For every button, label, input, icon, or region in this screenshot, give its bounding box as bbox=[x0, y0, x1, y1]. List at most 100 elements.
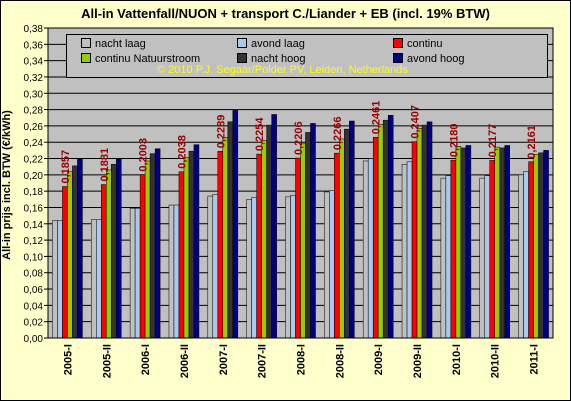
data-label: 0,2003 bbox=[138, 138, 150, 172]
bar bbox=[324, 191, 330, 339]
data-label: 0,2461 bbox=[371, 101, 383, 135]
bar bbox=[116, 158, 122, 339]
x-tick-label: 2008-II bbox=[334, 344, 346, 378]
bars bbox=[52, 110, 549, 339]
bar bbox=[149, 153, 156, 339]
y-tick-label: 0,26 bbox=[24, 122, 44, 133]
data-labels: 0,1857 0,1881 0,2003 0,2038 0,2289 0,2254 0,22… bbox=[60, 101, 538, 184]
bar bbox=[349, 120, 355, 339]
bar bbox=[256, 153, 262, 339]
bar bbox=[538, 152, 544, 339]
y-tick-label: 0,28 bbox=[24, 106, 44, 117]
bar bbox=[154, 148, 161, 339]
bar bbox=[212, 194, 219, 339]
y-tick-label: 0,20 bbox=[24, 171, 44, 182]
data-label: 0,2206 bbox=[293, 121, 305, 155]
bar bbox=[134, 208, 141, 339]
data-label: 0,2407 bbox=[410, 105, 422, 139]
legend-swatch bbox=[237, 53, 247, 64]
legend-swatch bbox=[81, 53, 91, 64]
y-tick-label: 0,30 bbox=[24, 89, 44, 100]
x-tick-label: 2005-I bbox=[62, 344, 74, 375]
legend-swatch bbox=[393, 38, 403, 49]
bar bbox=[129, 208, 136, 339]
bar bbox=[455, 146, 462, 339]
bar bbox=[450, 159, 457, 339]
y-tick-label: 0,04 bbox=[24, 301, 44, 312]
legend-label: continu Natuurstroom bbox=[95, 53, 201, 65]
bar bbox=[445, 175, 452, 339]
bar bbox=[372, 136, 379, 339]
bar bbox=[300, 143, 306, 339]
y-tick-label: 0,12 bbox=[24, 236, 44, 247]
legend-swatch bbox=[81, 38, 91, 49]
bar bbox=[421, 124, 428, 339]
bar bbox=[72, 165, 78, 339]
legend-label: continu bbox=[407, 38, 443, 50]
y-tick-label: 0,14 bbox=[24, 220, 44, 231]
bar bbox=[310, 123, 316, 339]
legend-item: avond laag bbox=[237, 38, 305, 51]
bar bbox=[426, 121, 433, 339]
data-label: 0,1857 bbox=[60, 150, 72, 184]
bar bbox=[523, 171, 529, 339]
legend: nacht laag avond laag continu continu Natuu… bbox=[66, 34, 548, 78]
bar bbox=[178, 171, 185, 339]
bar bbox=[106, 169, 112, 339]
bar bbox=[479, 177, 485, 339]
legend-item: continu Natuurstroom bbox=[81, 53, 200, 66]
legend-label: nacht hoog bbox=[251, 53, 306, 65]
bar bbox=[465, 145, 472, 339]
legend-item: continu bbox=[393, 38, 442, 51]
legend-label: avond laag bbox=[251, 38, 305, 50]
bar bbox=[440, 177, 447, 339]
bar bbox=[329, 190, 335, 339]
data-label: 0,2180 bbox=[448, 124, 460, 158]
bar bbox=[504, 145, 510, 339]
y-tick-label: 0,06 bbox=[24, 285, 44, 296]
bar bbox=[173, 204, 180, 339]
bar bbox=[362, 160, 369, 339]
x-tick-label: 2007-I bbox=[218, 344, 230, 375]
y-tick-label: 0,08 bbox=[24, 269, 44, 280]
x-tick-label: 2005-II bbox=[101, 344, 113, 378]
bar bbox=[207, 195, 214, 339]
bar bbox=[271, 114, 277, 339]
bar bbox=[52, 220, 58, 339]
bar bbox=[168, 204, 175, 339]
bar bbox=[533, 154, 539, 339]
x-tick-label: 2006-II bbox=[179, 344, 191, 378]
bar bbox=[295, 157, 301, 339]
bar bbox=[339, 138, 345, 339]
y-tick-label: 0,16 bbox=[24, 203, 44, 214]
bar bbox=[111, 163, 117, 339]
bar bbox=[57, 220, 63, 339]
x-tick-label: 2007-II bbox=[257, 344, 269, 378]
data-label: 0,2038 bbox=[176, 135, 188, 169]
bar bbox=[518, 174, 524, 339]
x-tick-label: 2006-I bbox=[140, 344, 152, 375]
y-tick-label: 0,02 bbox=[24, 318, 44, 329]
bar bbox=[285, 196, 291, 339]
bar bbox=[305, 132, 311, 339]
x-tick-label: 2009-II bbox=[412, 344, 424, 378]
bar bbox=[401, 163, 408, 339]
chart-title: All-in Vattenfall/NUON + transport C./Li… bbox=[81, 6, 490, 21]
data-label: 0,2254 bbox=[254, 117, 266, 152]
bar bbox=[101, 184, 107, 339]
bar bbox=[290, 194, 296, 339]
bar bbox=[377, 124, 384, 339]
axes: 0,00 0,02 0,04 0,06 0,08 0,10 0,12 0,14 0,16 0,18… bbox=[24, 24, 554, 378]
bar bbox=[499, 147, 505, 339]
bar bbox=[494, 146, 500, 339]
bar bbox=[144, 160, 151, 339]
plot-border bbox=[47, 27, 554, 339]
bar bbox=[416, 128, 423, 339]
x-tick-label: 2011-I bbox=[529, 344, 541, 375]
bar bbox=[188, 150, 195, 339]
bar bbox=[232, 110, 239, 339]
bar bbox=[62, 186, 68, 339]
bar bbox=[67, 171, 73, 339]
x-tick-label: 2010-I bbox=[451, 344, 463, 375]
